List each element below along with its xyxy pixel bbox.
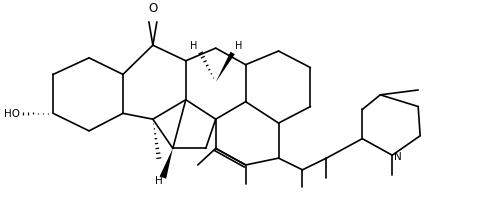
Polygon shape [159,149,173,179]
Text: N: N [394,151,402,161]
Text: H: H [155,175,163,185]
Text: H: H [235,41,242,51]
Text: O: O [148,2,157,15]
Text: HO: HO [4,109,20,119]
Polygon shape [216,53,235,83]
Text: H: H [190,41,198,51]
